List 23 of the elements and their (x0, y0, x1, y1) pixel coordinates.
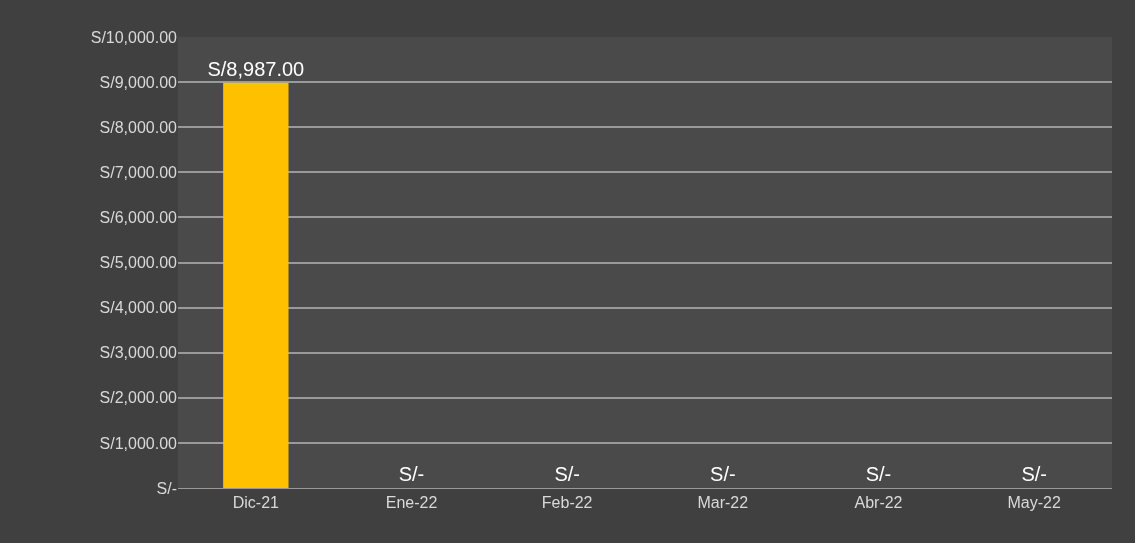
data-label: S/- (398, 463, 425, 485)
x-tick-label: May-22 (1007, 494, 1061, 512)
x-tick-label: Mar-22 (697, 494, 749, 512)
y-tick-label: S/9,000.00 (99, 73, 178, 91)
x-tick-label: Ene-22 (385, 494, 438, 512)
y-tick-label: S/2,000.00 (99, 389, 178, 407)
y-tick-label: S/7,000.00 (99, 163, 178, 181)
y-tick-label: S/4,000.00 (99, 299, 178, 317)
data-label: S/- (710, 463, 736, 485)
y-tick-label: S/6,000.00 (99, 209, 178, 226)
y-tick-label: S/- (156, 479, 177, 497)
y-tick-label: S/5,000.00 (99, 254, 178, 272)
x-tick-label: Dic-21 (232, 494, 280, 512)
y-tick-label: S/3,000.00 (99, 344, 178, 362)
x-tick-label: Feb-22 (541, 494, 593, 512)
data-label: S/8,987.00 (207, 57, 305, 80)
data-label: S/- (865, 463, 892, 485)
x-tick-label: Abr-22 (854, 494, 903, 512)
data-label: S/- (1021, 463, 1047, 485)
data-label: S/- (554, 463, 580, 485)
y-tick-label: S/10,000.00 (90, 28, 178, 46)
y-tick-label: S/1,000.00 (99, 434, 178, 452)
y-tick-label: S/8,000.00 (99, 118, 178, 136)
